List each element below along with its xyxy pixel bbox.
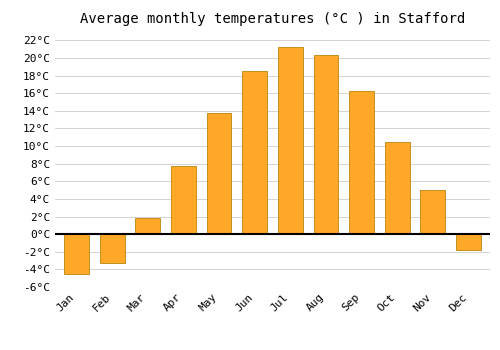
Bar	[206, 113, 232, 234]
Bar	[242, 71, 267, 234]
Bar	[420, 190, 446, 234]
Bar	[385, 142, 410, 234]
Bar	[171, 166, 196, 234]
Bar	[314, 55, 338, 234]
Bar	[456, 234, 481, 250]
Bar	[135, 218, 160, 234]
Bar	[100, 234, 124, 263]
Title: Average monthly temperatures (°C ) in Stafford: Average monthly temperatures (°C ) in St…	[80, 12, 465, 26]
Bar	[349, 91, 374, 234]
Bar	[278, 47, 303, 234]
Bar	[64, 234, 89, 274]
